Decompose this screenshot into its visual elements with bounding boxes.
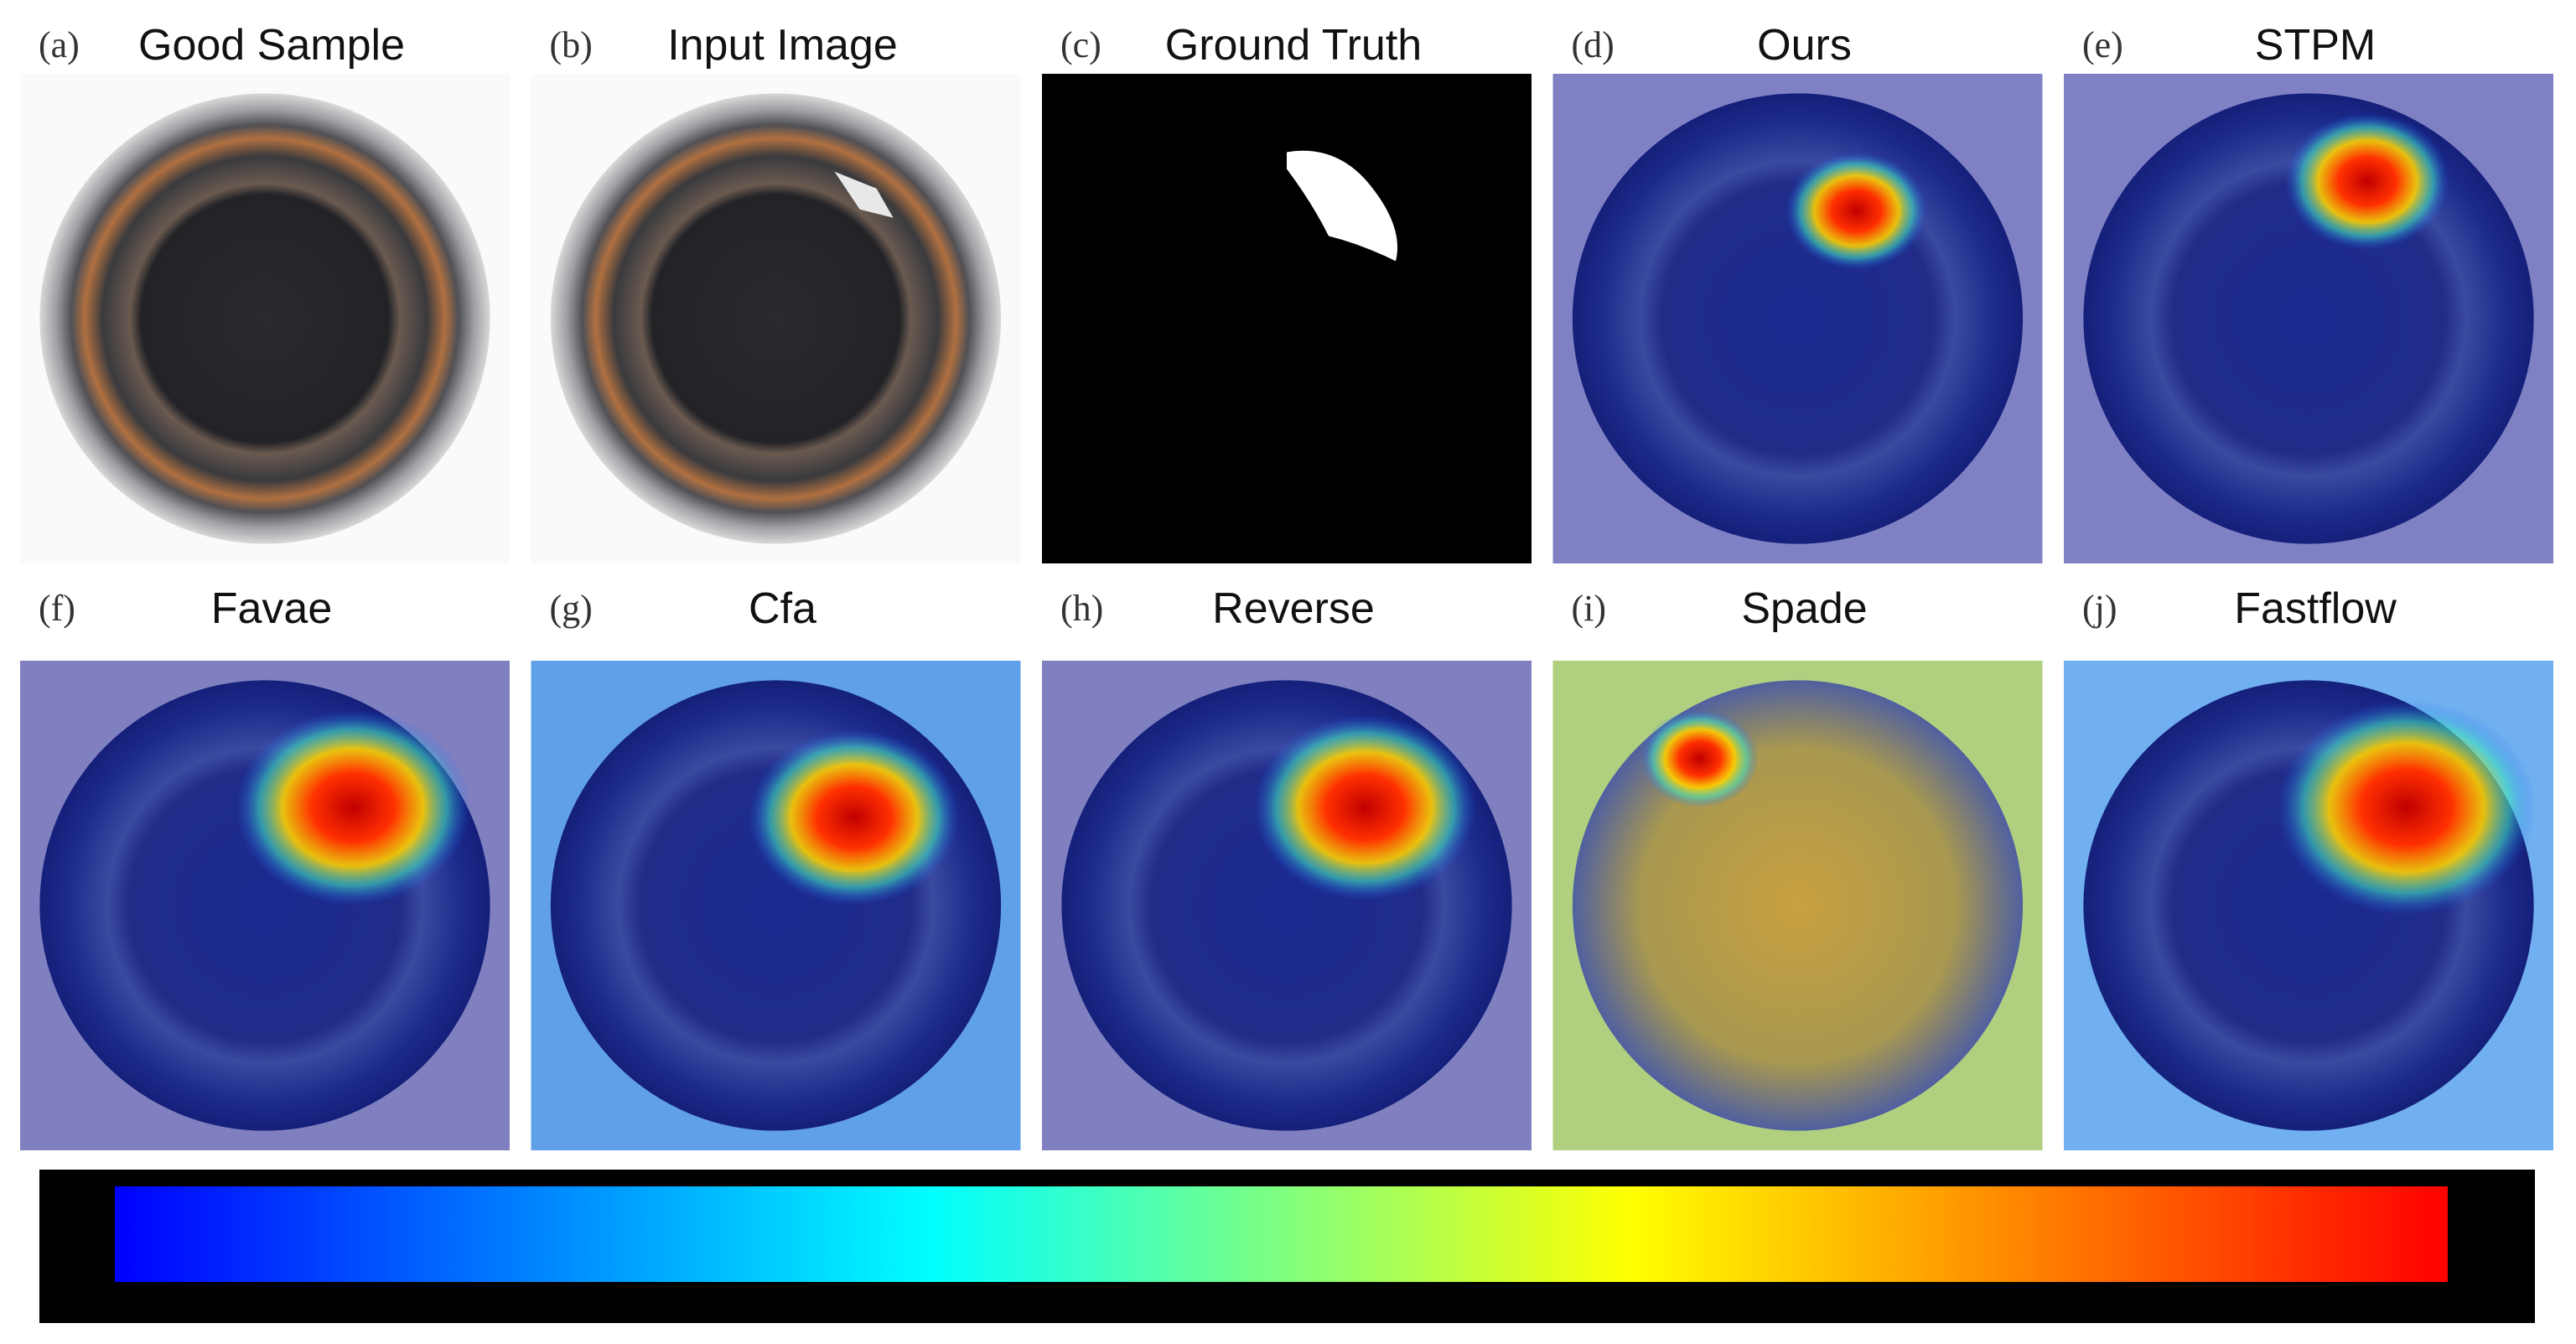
hot-region <box>1640 709 1759 808</box>
panel: (a) Good Sample <box>20 21 510 563</box>
hot-region <box>1253 714 1477 901</box>
defect-mask <box>1287 150 1397 262</box>
panel: (b) Input Image <box>531 21 1021 563</box>
panel: (h) Reverse <box>1042 584 1532 1150</box>
panel-title: Ours <box>1757 21 1852 70</box>
defect <box>834 171 894 218</box>
hot-region <box>235 709 471 906</box>
bottle-heat <box>550 680 1002 1131</box>
panel-title: Ground Truth <box>1165 21 1422 70</box>
colorbar-gradient <box>115 1186 2448 1282</box>
hot-region <box>1786 152 1927 270</box>
panel-title: STPM <box>2255 21 2376 70</box>
colorbar <box>39 1170 2535 1323</box>
panel-letter: (j) <box>2082 588 2117 629</box>
panel-letter: (c) <box>1060 24 1101 65</box>
panel: (g) Cfa <box>531 584 1021 1150</box>
panel-title: Input Image <box>667 21 898 70</box>
hot-region <box>2277 699 2536 916</box>
bottle-heat <box>1572 93 2024 544</box>
panel-letter: (i) <box>1572 588 1607 629</box>
panel: (i) Spade <box>1552 584 2043 1150</box>
panel-letter: (b) <box>550 24 593 65</box>
panel-letter: (d) <box>1572 24 1615 65</box>
panel-title: Reverse <box>1212 584 1375 633</box>
panel-title: Favae <box>211 584 333 633</box>
panel-letter: (g) <box>550 588 593 629</box>
bottle <box>550 93 1002 544</box>
panel-title: Spade <box>1741 584 1867 633</box>
panel: (e) STPM <box>2064 21 2553 563</box>
hot-region <box>2284 112 2450 251</box>
panel: (j) Fastflow <box>2064 584 2553 1150</box>
panel-letter: (h) <box>1060 588 1103 629</box>
bottle <box>39 93 490 544</box>
panel: (d) Ours <box>1552 21 2043 563</box>
panel: (f) Favae <box>20 584 510 1150</box>
hot-region <box>748 729 961 906</box>
panel-title: Fastflow <box>2234 584 2397 633</box>
bottle-heat <box>1572 680 2024 1131</box>
panel-letter: (a) <box>39 24 80 65</box>
panel-letter: (e) <box>2082 24 2123 65</box>
panel-title: Cfa <box>749 584 816 633</box>
image-background <box>1042 74 1532 563</box>
panel-title: Good Sample <box>138 21 405 70</box>
panel: (c) Ground Truth <box>1042 21 1532 563</box>
panel-letter: (f) <box>39 588 75 629</box>
